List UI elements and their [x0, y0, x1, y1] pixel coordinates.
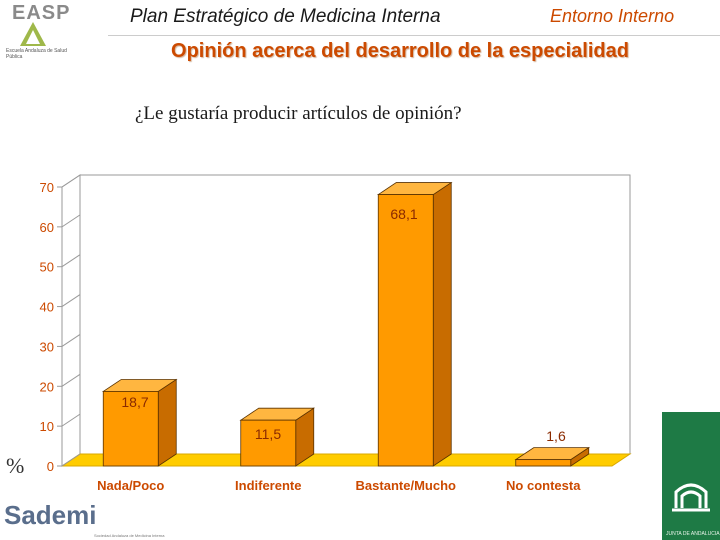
- bar-chart: 0 10 20 30 40 50 60 70% 18,7 Nada/Poco 11,5 Indifer…: [6, 174, 632, 493]
- header-section-label: Entorno Interno: [550, 6, 675, 26]
- y-tick-label: 40: [40, 300, 54, 315]
- bar-indiferente: [240, 419, 297, 467]
- bar-side: [432, 181, 452, 467]
- easp-emblem-icon: [20, 22, 46, 46]
- y-tick-depth-line: [61, 214, 81, 228]
- y-tick-depth-line: [61, 413, 81, 427]
- data-label: 1,6: [546, 428, 566, 444]
- junta-andalucia-logo: JUNTA DE ANDALUCIA: [662, 412, 720, 540]
- easp-logo-text: Escuela Andaluza de Salud Pública: [6, 48, 67, 60]
- data-label: 18,7: [121, 394, 148, 410]
- chart-side-wall: [61, 174, 81, 467]
- y-tick-label: 60: [40, 220, 54, 235]
- bar-side: [157, 378, 177, 467]
- y-axis-label: %: [6, 453, 24, 478]
- sademi-logo-word: Sademi: [4, 500, 97, 530]
- page-subtitle: Opinión acerca del desarrollo de la espe…: [171, 40, 629, 62]
- y-tick-depth-line: [61, 453, 81, 467]
- data-label: 68,1: [390, 206, 417, 222]
- y-tick-label: 0: [47, 459, 54, 474]
- y-tick-label: 70: [40, 180, 54, 195]
- x-tick-label: Bastante/Mucho: [356, 478, 456, 493]
- bar-bastante-mucho: [377, 194, 434, 467]
- x-tick-label: Indiferente: [235, 478, 301, 493]
- easp-logo-mark: EASP: [12, 2, 71, 24]
- junta-emblem-icon: [672, 483, 710, 512]
- y-tick-depth-line: [61, 373, 81, 387]
- header-divider: [108, 35, 720, 36]
- bar-no-contesta: [515, 459, 572, 467]
- x-tick-label: Nada/Poco: [97, 478, 164, 493]
- x-tick-label: No contesta: [506, 478, 581, 493]
- y-tick-label: 50: [40, 260, 54, 275]
- sademi-logo-tagline: Sociedad Andaluza de Medicina Interna: [94, 533, 165, 538]
- chart-question: ¿Le gustaría producir artículos de opini…: [135, 103, 462, 124]
- y-tick-depth-line: [61, 254, 81, 268]
- easp-logo: EASP Escuela Andaluza de Salud Pública: [4, 2, 69, 66]
- y-tick-label: 10: [40, 419, 54, 434]
- y-tick-depth-line: [61, 334, 81, 347]
- bar-nada-poco: [102, 391, 159, 467]
- header-title: Plan Estratégico de Medicina Interna: [130, 6, 441, 27]
- y-tick-depth-line: [61, 294, 81, 307]
- y-tick-depth-line: [61, 174, 81, 188]
- y-tick-label: 30: [40, 339, 54, 354]
- junta-logo-text: JUNTA DE ANDALUCIA: [666, 531, 720, 537]
- y-tick-label: 20: [40, 379, 54, 394]
- sademi-logo: Sademi Sociedad Andaluza de Medicina Int…: [4, 500, 165, 538]
- data-label: 11,5: [255, 426, 281, 442]
